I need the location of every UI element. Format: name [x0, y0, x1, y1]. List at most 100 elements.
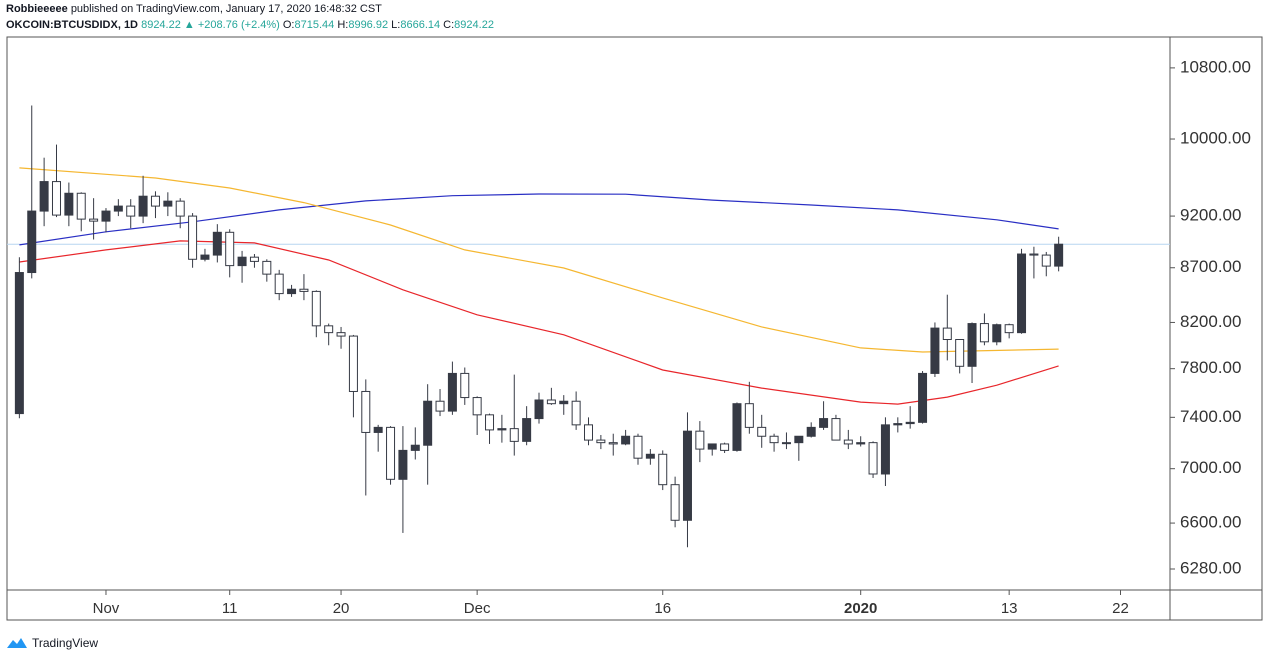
candle-body — [546, 399, 556, 405]
y-tick-label: 6600.00 — [1180, 513, 1241, 532]
candle-body — [856, 442, 866, 445]
footer: TradingView — [6, 636, 98, 650]
candle-body — [150, 195, 160, 207]
candle-body — [324, 325, 334, 334]
candle-body — [584, 424, 593, 441]
candle-body — [1017, 253, 1027, 334]
candle-body — [509, 428, 519, 442]
symbol: OKCOIN:BTCUSDIDX, 1D — [6, 19, 139, 31]
author: Robbieeeee — [6, 3, 68, 15]
candle-body — [682, 430, 692, 521]
candle-body — [1004, 324, 1014, 334]
candle-body — [262, 260, 272, 275]
candle-body — [410, 444, 420, 451]
brand: TradingView — [32, 636, 99, 650]
last-price: 8924.22 — [141, 19, 181, 31]
candle-body — [930, 327, 940, 374]
plot — [7, 105, 1170, 548]
candle-body — [621, 435, 631, 445]
candle-body — [608, 442, 618, 445]
candle-body — [1041, 254, 1051, 267]
x-tick-label: 20 — [333, 600, 350, 617]
candle-body — [695, 430, 705, 450]
candle-body — [534, 399, 544, 420]
candle-body — [472, 397, 482, 416]
x-tick-label: Nov — [93, 600, 120, 617]
candle-body — [843, 439, 853, 445]
candle-body — [868, 442, 878, 475]
candle-body — [819, 418, 829, 428]
candle-body — [918, 372, 928, 423]
candle-body — [979, 323, 989, 343]
candle-body — [138, 195, 148, 217]
candle-body — [596, 439, 606, 444]
frame — [6, 36, 1263, 621]
low-value: 8666.14 — [400, 19, 441, 31]
x-tick-label: Dec — [464, 600, 491, 617]
candle-body — [831, 418, 841, 441]
candle-body — [732, 403, 742, 451]
candle-body — [645, 453, 655, 459]
candle-body — [633, 435, 643, 459]
candle-body — [249, 256, 259, 262]
x-tick-label: 11 — [222, 600, 238, 617]
high-label: H: — [337, 19, 349, 31]
candle-body — [806, 426, 816, 437]
candle-body — [311, 290, 321, 327]
candle-body — [447, 372, 457, 412]
candle-body — [373, 426, 383, 433]
logo — [7, 638, 27, 648]
candle-body — [460, 372, 470, 399]
candle-body — [348, 335, 358, 392]
candle-body — [225, 231, 235, 267]
candle-body — [967, 323, 977, 367]
candle-body — [237, 256, 247, 267]
y-tick-label: 8200.00 — [1180, 312, 1241, 331]
publish-line: Robbieeeee published on TradingView.com,… — [6, 3, 382, 15]
candle-body — [720, 443, 730, 451]
candle-body — [200, 254, 210, 260]
close-label: C: — [443, 19, 455, 31]
candle-body — [51, 181, 61, 216]
candle-body — [336, 332, 346, 337]
candle-body — [274, 273, 284, 295]
open-label: O: — [282, 19, 295, 31]
candle-body — [423, 400, 433, 446]
candle-body — [485, 414, 495, 431]
candle-body — [287, 288, 297, 295]
moving-average — [19, 240, 1059, 405]
candle-body — [955, 339, 965, 367]
candle-body — [670, 484, 680, 521]
y-tick-label: 7800.00 — [1180, 358, 1241, 377]
candle-body — [1029, 253, 1039, 256]
candle-body — [781, 442, 791, 445]
y-tick-label: 8700.00 — [1180, 257, 1241, 276]
candle-body — [188, 215, 198, 260]
open-value: 8715.44 — [294, 19, 335, 31]
candle-body — [89, 218, 99, 222]
y-tick-label: 9200.00 — [1180, 206, 1241, 225]
change: ▲ +208.76 (+2.4%) — [183, 19, 280, 31]
y-tick-label: 6280.00 — [1180, 558, 1241, 577]
symbol-line: OKCOIN:BTCUSDIDX, 1D 8924.22 ▲ +208.76 (… — [6, 19, 494, 31]
candle-body — [559, 400, 569, 405]
candle-body — [880, 424, 890, 475]
candle-body — [905, 421, 915, 425]
chart: 10800.00 10000.00 9200.00 8700.00 8200.00 780… — [6, 36, 1263, 621]
published: published on TradingView.com, January 17… — [70, 3, 382, 15]
candle-body — [386, 426, 396, 480]
x-tick-label: 16 — [654, 600, 671, 617]
candle-body — [126, 205, 136, 217]
candle-body — [707, 443, 717, 450]
candle-body — [1054, 243, 1064, 267]
candle-body — [361, 390, 371, 433]
y-tick-label: 10800.00 — [1180, 57, 1251, 76]
candle-body — [571, 400, 581, 426]
candle-body — [769, 435, 779, 444]
y-tick-label: 7400.00 — [1180, 407, 1241, 426]
candle-body — [522, 418, 532, 442]
y-tick-label: 10000.00 — [1180, 129, 1251, 148]
candle-body — [658, 453, 668, 486]
y-tick-label: 7000.00 — [1180, 458, 1241, 477]
